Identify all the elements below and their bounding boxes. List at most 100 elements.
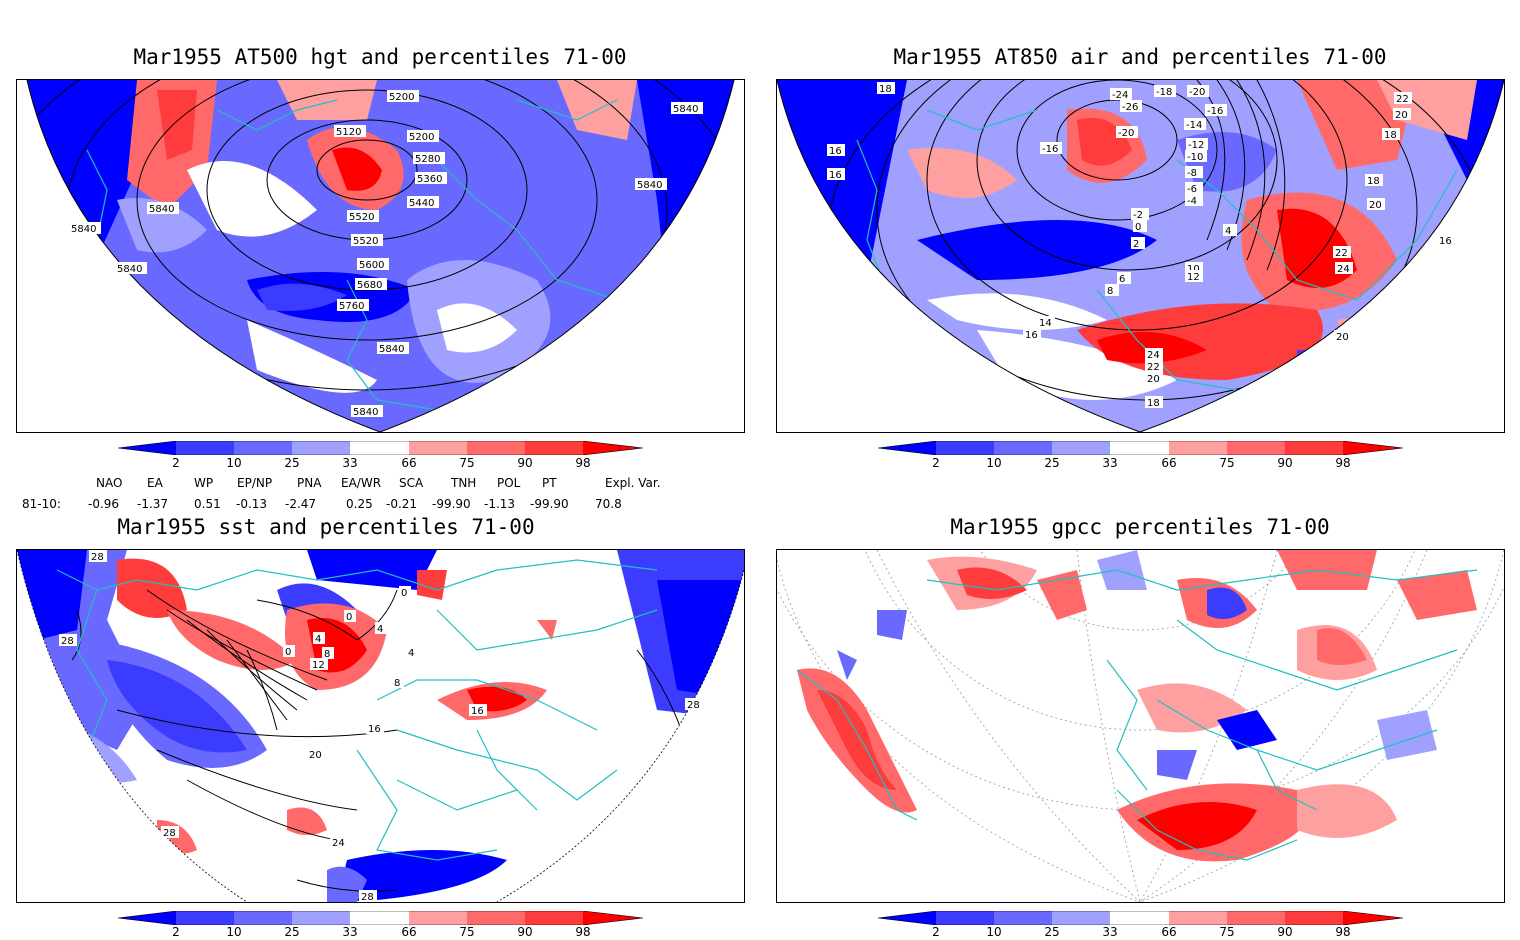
contour-label: 5440 — [409, 198, 434, 209]
colorbar-labels-top-right: 2 10 25 33 66 75 90 98 — [878, 456, 1403, 470]
colorbar-swatch — [176, 911, 234, 925]
colorbar-label: 75 — [459, 456, 475, 470]
contour-label: 0 — [1135, 222, 1141, 233]
contour-label: -16 — [1042, 144, 1058, 155]
contour-label: 5520 — [353, 236, 378, 247]
colorbar-label: 25 — [1044, 456, 1060, 470]
contour-label: 5840 — [637, 180, 662, 191]
colorbar-labels-top-left: 2 10 25 33 66 75 90 98 — [118, 456, 643, 470]
colorbar-label: 10 — [986, 456, 1002, 470]
colorbar-label: 75 — [1219, 925, 1235, 939]
index-header: EA — [147, 476, 163, 490]
index-header: EA/WR — [341, 476, 382, 490]
colorbar-label: 33 — [1102, 925, 1118, 939]
colorbar-swatch — [583, 441, 643, 455]
map-panel-hgt500: 5120 5200 5200 5280 5360 5440 5520 5520 … — [16, 79, 745, 433]
colorbar-swatch — [878, 911, 936, 925]
colorbar-swatch — [994, 911, 1052, 925]
index-header: WP — [194, 476, 214, 490]
panel3-title: Mar1955 sst and percentiles 71-00 — [117, 515, 535, 539]
index-value: 0.25 — [346, 497, 373, 511]
colorbar-swatch — [292, 911, 350, 925]
colorbar-label: 10 — [226, 925, 242, 939]
colorbar-label: 10 — [986, 925, 1002, 939]
contour-label: 28 — [163, 828, 176, 839]
contour-label: 18 — [1367, 176, 1380, 187]
contour-label: 12 — [1187, 272, 1200, 283]
index-header: Expl. Var. — [605, 476, 661, 490]
colorbar-swatch — [1227, 911, 1285, 925]
colorbar-swatch — [409, 441, 467, 455]
index-value: -0.96 — [88, 497, 120, 511]
colorbar-swatch — [467, 911, 525, 925]
colorbar-label: 2 — [932, 456, 940, 470]
contour-label: 5600 — [359, 260, 384, 271]
contour-label: 16 — [829, 170, 842, 181]
contour-label: 16 — [471, 706, 484, 717]
colorbar-label: 75 — [1219, 456, 1235, 470]
contour-label: 5200 — [409, 132, 434, 143]
contour-label: 0 — [346, 612, 352, 623]
contour-label: 16 — [368, 724, 381, 735]
contour-label: -26 — [1122, 102, 1138, 113]
contour-label: -20 — [1118, 128, 1134, 139]
colorbar-label: 90 — [1277, 456, 1293, 470]
contour-label: 20 — [309, 750, 322, 761]
contour-label: 5360 — [417, 174, 442, 185]
contour-label: -8 — [1187, 168, 1197, 179]
colorbar-swatch — [118, 441, 176, 455]
colorbar-swatch — [1343, 441, 1403, 455]
colorbar-label: 90 — [517, 456, 533, 470]
panel1-title: Mar1955 AT500 hgt and percentiles 71-00 — [133, 45, 627, 69]
index-value: -0.13 — [236, 497, 268, 511]
contour-label: 18 — [1384, 130, 1397, 141]
contour-label: -12 — [1188, 140, 1204, 151]
contour-label: -16 — [1207, 106, 1223, 117]
contour-label: 10 — [1187, 264, 1200, 275]
contour-label: 5840 — [117, 264, 142, 275]
contour-label: 24 — [1337, 264, 1350, 275]
contour-label: 0 — [285, 647, 291, 658]
contour-label: -2 — [1133, 210, 1143, 221]
contour-label: -4 — [1187, 196, 1197, 207]
colorbar-swatch — [1285, 441, 1343, 455]
colorbar-label: 98 — [1335, 456, 1351, 470]
contour-label: 2 — [1133, 239, 1139, 250]
colorbar-swatch — [1227, 441, 1285, 455]
map-panel-gpcc — [776, 549, 1505, 903]
contour-label: 5760 — [339, 301, 364, 312]
colorbar-bottom-right — [877, 910, 1404, 926]
panel2-title: Mar1955 AT850 air and percentiles 71-00 — [893, 45, 1387, 69]
colorbar-swatch — [292, 441, 350, 455]
index-value: 70.8 — [595, 497, 622, 511]
map-panel-sst: 28 28 0 0 0 4 4 8 12 4 8 16 16 20 24 28 … — [16, 549, 745, 903]
colorbar-swatch — [1343, 911, 1403, 925]
contour-label: 28 — [361, 892, 374, 902]
contour-label: 5840 — [353, 407, 378, 418]
index-value: -1.13 — [484, 497, 516, 511]
colorbar-swatch — [878, 441, 936, 455]
colorbar-top-right — [877, 440, 1404, 456]
index-value: 0.51 — [194, 497, 221, 511]
index-header: POL — [497, 476, 521, 490]
colorbar-label: 66 — [1161, 456, 1177, 470]
contour-label: 5200 — [389, 92, 414, 103]
colorbar-swatch — [234, 911, 292, 925]
index-value: -99.90 — [530, 497, 569, 511]
colorbar-label: 2 — [172, 456, 180, 470]
contour-label: 28 — [91, 552, 104, 563]
colorbar-label: 90 — [517, 925, 533, 939]
colorbar-label: 33 — [342, 925, 358, 939]
colorbar-top-left — [117, 440, 644, 456]
contour-label: 14 — [1039, 318, 1052, 329]
contour-label: 18 — [879, 84, 892, 95]
index-value: -99.90 — [432, 497, 471, 511]
colorbar-swatch — [525, 911, 583, 925]
colorbar-swatch — [1110, 911, 1169, 925]
contour-label: 5520 — [349, 212, 374, 223]
colorbar-swatch — [467, 441, 525, 455]
contour-label: 5840 — [149, 204, 174, 215]
colorbar-swatch — [350, 441, 409, 455]
colorbar-swatches — [117, 440, 644, 456]
colorbar-swatch — [1169, 911, 1227, 925]
